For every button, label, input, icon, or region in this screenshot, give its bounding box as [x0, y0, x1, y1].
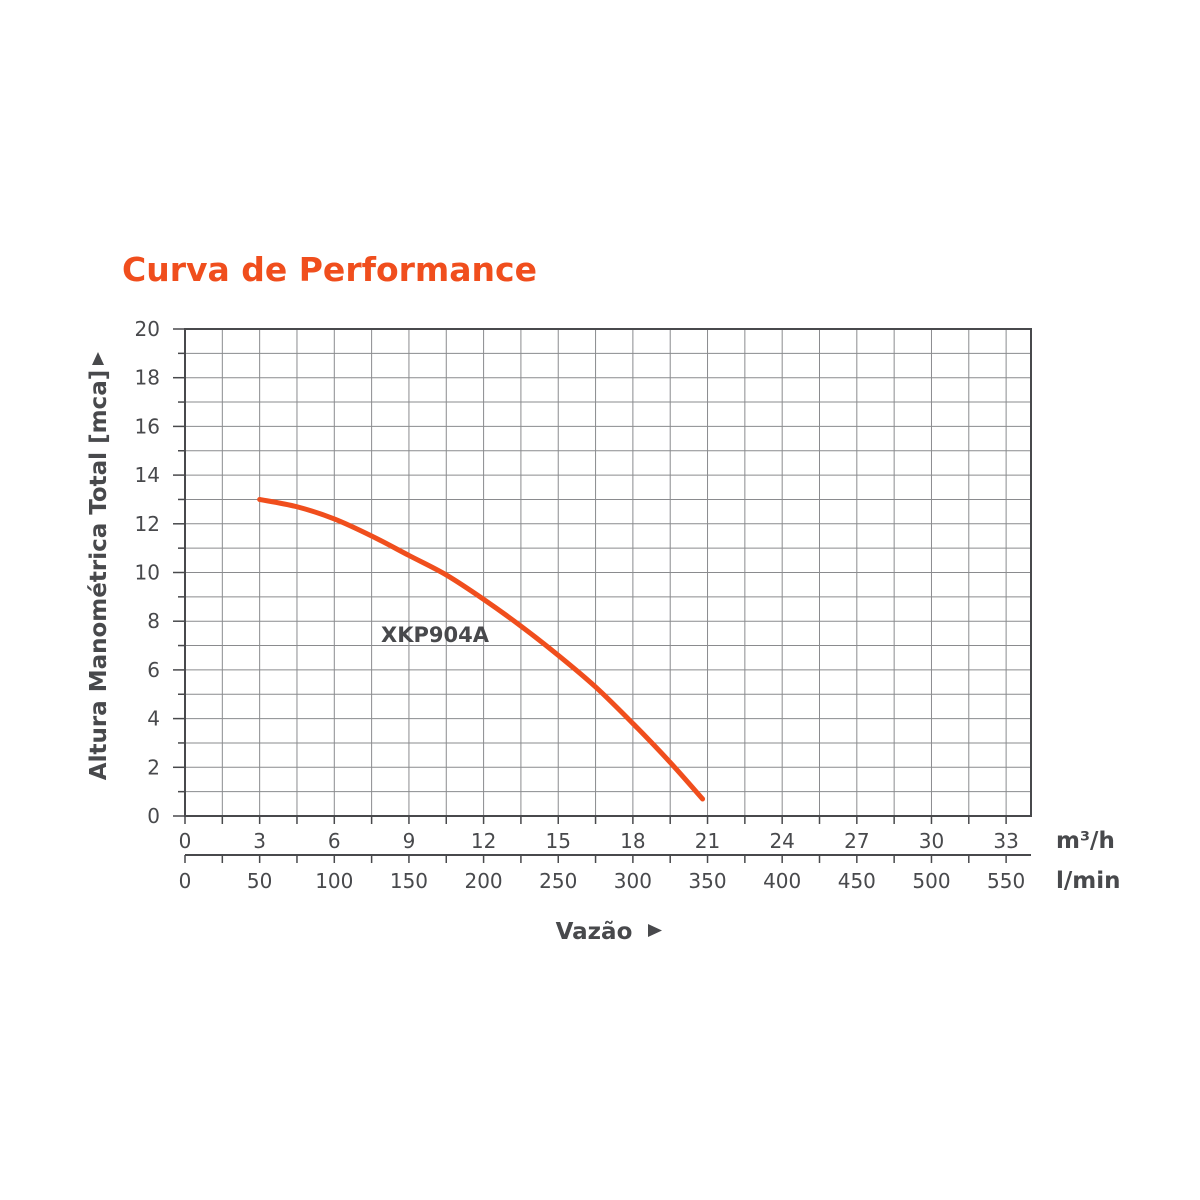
x-tick-label-secondary: 550: [987, 869, 1025, 893]
x-tick-label-secondary: 350: [688, 869, 726, 893]
x-tick-label-secondary: 100: [315, 869, 353, 893]
x-tick-label-secondary: 300: [614, 869, 652, 893]
x-tick-label-primary: 18: [620, 829, 645, 853]
y-axis-label: Altura Manométrica Total [mca]: [86, 370, 112, 780]
x-tick-label-primary: 24: [769, 829, 794, 853]
y-tick-label: 4: [147, 707, 160, 731]
axes: [173, 328, 1032, 863]
y-tick-label: 16: [135, 414, 160, 438]
x-tick-label-secondary: 0: [179, 869, 192, 893]
x-tick-label-primary: 33: [993, 829, 1018, 853]
x-tick-label-primary: 0: [179, 829, 192, 853]
x-tick-label-primary: 15: [546, 829, 571, 853]
grid: [185, 329, 1031, 816]
x-tick-label-secondary: 50: [247, 869, 272, 893]
x-tick-label-secondary: 150: [390, 869, 428, 893]
y-tick-label: 2: [147, 755, 160, 779]
x-unit-primary: m³/h: [1056, 828, 1115, 854]
x-tick-label-primary: 27: [844, 829, 869, 853]
series-layer: XKP904A: [257, 496, 706, 802]
y-tick-label: 14: [135, 463, 160, 487]
x-tick-label-secondary: 200: [464, 869, 502, 893]
x-tick-label-primary: 6: [328, 829, 341, 853]
x-tick-label-secondary: 400: [763, 869, 801, 893]
x-ticks-secondary: 0 50 100 150 200 250 300 350 400 450 500 550: [179, 869, 1026, 893]
y-tick-label: 10: [135, 561, 160, 585]
y-axis-arrow-icon: [92, 352, 104, 365]
y-tick-label: 18: [135, 366, 160, 390]
x-tick-label-primary: 21: [695, 829, 720, 853]
x-tick-label-primary: 9: [403, 829, 416, 853]
x-unit-secondary: l/min: [1056, 868, 1121, 894]
x-tick-label-secondary: 450: [838, 869, 876, 893]
y-tick-label: 0: [147, 804, 160, 828]
series-line-XKP904A: [257, 496, 706, 802]
y-tick-label: 6: [147, 658, 160, 682]
chart-title: Curva de Performance: [122, 250, 537, 289]
x-tick-label-primary: 3: [253, 829, 266, 853]
x-tick-label-primary: 12: [471, 829, 496, 853]
x-tick-label-primary: 30: [919, 829, 944, 853]
y-tick-label: 12: [135, 512, 160, 536]
x-tick-label-secondary: 250: [539, 869, 577, 893]
y-tick-label: 8: [147, 609, 160, 633]
x-axis-label: Vazão: [556, 919, 633, 945]
x-ticks-primary: 0 3 6 9 12 15 18 21 24 27 30 33: [179, 829, 1019, 853]
series-label: XKP904A: [381, 623, 490, 647]
x-axis-arrow-icon: [648, 924, 662, 937]
y-tick-label: 20: [135, 317, 160, 341]
x-tick-label-secondary: 500: [912, 869, 950, 893]
y-ticks: 0 2 4 6 8 10 12 14 16 18 20: [135, 317, 160, 828]
